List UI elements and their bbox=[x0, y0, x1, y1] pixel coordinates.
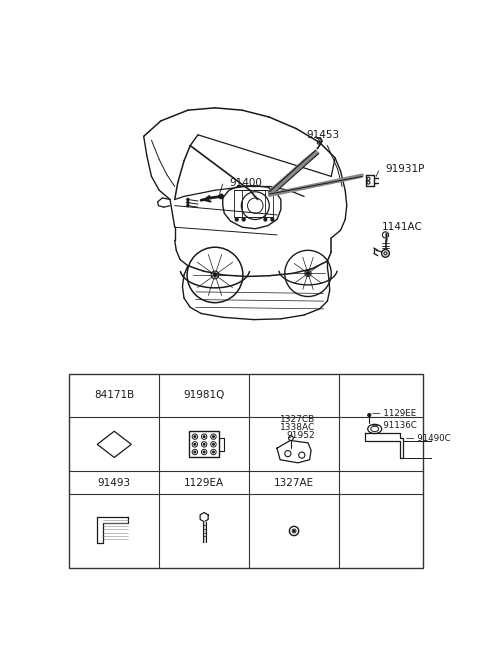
Circle shape bbox=[214, 273, 216, 276]
Text: 1338AC: 1338AC bbox=[280, 423, 315, 432]
Text: 91493: 91493 bbox=[98, 478, 131, 488]
Text: 91453: 91453 bbox=[306, 130, 339, 140]
Circle shape bbox=[219, 194, 224, 198]
Text: 1129EA: 1129EA bbox=[184, 478, 224, 488]
Text: 84171B: 84171B bbox=[94, 390, 134, 400]
Circle shape bbox=[242, 218, 245, 221]
Circle shape bbox=[187, 204, 189, 207]
Circle shape bbox=[187, 198, 189, 200]
Circle shape bbox=[194, 436, 196, 438]
Text: — 91136C: — 91136C bbox=[372, 421, 417, 430]
Text: — 91490C: — 91490C bbox=[406, 434, 450, 443]
Text: 1327AE: 1327AE bbox=[274, 478, 314, 488]
Circle shape bbox=[213, 451, 215, 453]
Text: — 1129EE: — 1129EE bbox=[372, 409, 417, 418]
Circle shape bbox=[203, 443, 205, 445]
Circle shape bbox=[187, 202, 189, 204]
Bar bbox=[190, 431, 219, 457]
Circle shape bbox=[264, 218, 267, 221]
Circle shape bbox=[194, 443, 196, 445]
Circle shape bbox=[368, 413, 371, 417]
Text: 91400: 91400 bbox=[229, 178, 262, 187]
Text: 1141AC: 1141AC bbox=[382, 222, 422, 233]
Bar bbox=[69, 373, 423, 567]
Circle shape bbox=[194, 451, 196, 453]
Circle shape bbox=[235, 218, 238, 221]
Text: 1327CB: 1327CB bbox=[280, 415, 315, 424]
Circle shape bbox=[213, 436, 215, 438]
Circle shape bbox=[271, 218, 274, 221]
Text: 91931P: 91931P bbox=[385, 164, 425, 174]
Text: 91981Q: 91981Q bbox=[183, 390, 225, 400]
Circle shape bbox=[203, 436, 205, 438]
Circle shape bbox=[293, 530, 295, 532]
Circle shape bbox=[203, 451, 205, 453]
Circle shape bbox=[213, 443, 215, 445]
Text: 91952: 91952 bbox=[286, 430, 315, 440]
Circle shape bbox=[306, 272, 310, 275]
